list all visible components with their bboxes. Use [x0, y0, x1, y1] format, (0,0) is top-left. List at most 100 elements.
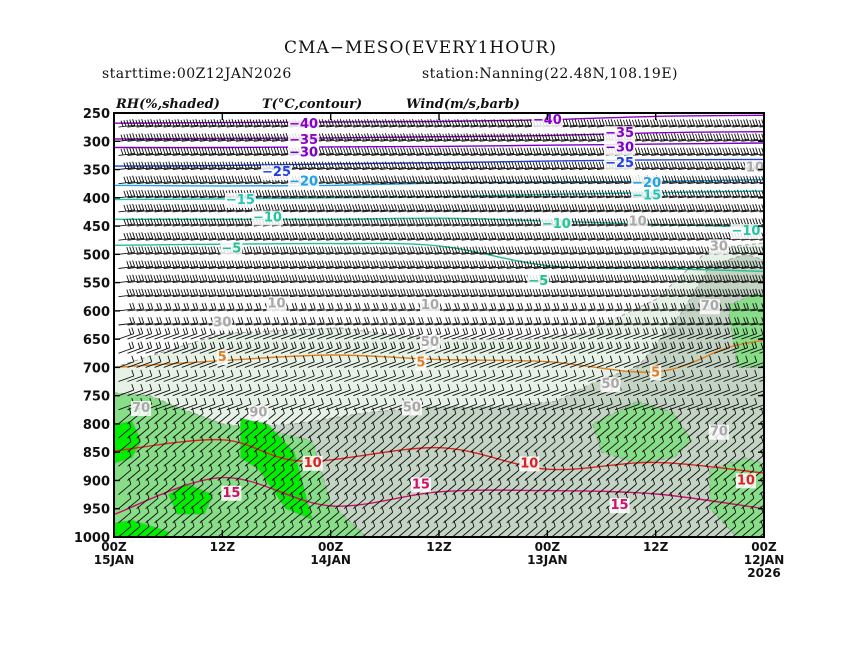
rh-label-10-3-bg: [744, 160, 766, 176]
temperature-label--10-2-bg: [730, 224, 762, 240]
rh-label-10-1: 10: [421, 298, 439, 313]
temperature-label-5-0-bg: [216, 350, 228, 366]
temperature-label--30-1-bg: [604, 140, 636, 156]
y-tick-label-550: 550: [83, 277, 110, 292]
temperature-label-5-1: 5: [416, 356, 425, 371]
rh-label-30-0: 30: [213, 316, 231, 331]
temperature-label--20-0: −20: [289, 174, 318, 189]
x-tick-label-4-1: 00Z: [535, 540, 561, 554]
x-tick-label-2-2: 14JAN: [310, 553, 351, 567]
rh-label-10-0-bg: [266, 296, 287, 312]
x-tick-label-4-2: 13JAN: [527, 553, 568, 567]
rh-label-50-2: 50: [601, 377, 619, 392]
legend-temperature: T(°C,contour): [262, 97, 362, 112]
wind-barb-row-875: [118, 449, 764, 467]
rh-label-70-2-bg: [708, 424, 729, 440]
y-tick-label-850: 850: [83, 446, 110, 461]
wind-barb-row-750: [118, 383, 764, 397]
temperature-label--30-0-bg: [288, 145, 320, 161]
temperature-label--25-0-bg: [261, 165, 292, 181]
temperature-label--35-1-bg: [604, 126, 636, 142]
wind-barb-row-425: [118, 203, 764, 213]
y-tick-label-450: 450: [83, 220, 110, 235]
y-tick-label-950: 950: [83, 503, 110, 518]
temperature-label--5-1: −5: [528, 274, 548, 289]
x-tick-label-6-2: 12JAN: [744, 553, 785, 567]
temperature-label-5-0: 5: [218, 350, 227, 365]
wind-barb-row-700: [118, 355, 764, 368]
rh-label-70-2: 70: [710, 425, 728, 440]
y-tick-label-350: 350: [83, 164, 110, 179]
rh-label-30-0-bg: [212, 315, 233, 331]
legend-wind: Wind(m/s,barb): [406, 97, 520, 112]
rh-label-50-1: 50: [403, 400, 421, 415]
x-tick-label-1-1: 12Z: [210, 540, 236, 554]
temperature-label-5-1-bg: [415, 355, 427, 371]
temperature-label-15-2-bg: [609, 498, 630, 514]
rh-label-30-1: 30: [710, 239, 728, 254]
wind-barb-row-500: [118, 246, 764, 255]
y-tick-label-650: 650: [83, 333, 110, 348]
chart-title: CMA−MESO(EVERY1HOUR): [284, 38, 557, 58]
rh-label-10-1-bg: [419, 298, 441, 314]
temperature-label-5-2-bg: [650, 365, 662, 381]
temperature-label-10-0-bg: [302, 455, 323, 471]
y-tick-label-900: 900: [83, 474, 110, 489]
wind-barb-row-575: [118, 288, 764, 298]
temperature-label-10-1: 10: [520, 456, 538, 471]
contour-label-layer: −40 −40−35 −35−30 −30−25−25−20 −20−15 −15−10−…: [131, 113, 766, 514]
temperature-contour--25: [114, 158, 764, 167]
temperature-label--35-1: −35: [605, 126, 634, 141]
rh-label-10-2: 10: [629, 214, 647, 229]
rh-label-50-0: 50: [421, 335, 439, 350]
temperature-label--30-1: −30: [605, 140, 634, 155]
y-tick-label-250: 250: [83, 107, 110, 122]
temperature-contour-15: [114, 476, 764, 516]
temperature-label--20-1: −20: [632, 176, 661, 191]
temperature-label-10-0: 10: [304, 456, 322, 471]
x-tick-label-3-1: 12Z: [426, 540, 452, 554]
temperature-label-15-0: 15: [222, 486, 240, 501]
rh-label-90-0-bg: [248, 405, 269, 421]
temperature-label--10-2: −10: [731, 224, 760, 239]
wind-barb-row-950: [118, 492, 764, 510]
wind-barb-row-325: [118, 147, 764, 156]
rh-label-70-1: 70: [132, 401, 150, 416]
temperature-contour--30: [114, 142, 764, 149]
temperature-label--10-0: −10: [253, 210, 282, 225]
wind-barb-row-725: [118, 369, 764, 382]
start-time-label: starttime:00Z12JAN2026: [102, 66, 292, 82]
wind-barb-row-900: [118, 463, 764, 481]
wind-barb-layer: [118, 113, 764, 537]
temperature-label-10-2: 10: [737, 473, 755, 488]
temperature-label--10-1: −10: [542, 217, 571, 232]
temperature-label-10-1-bg: [519, 456, 540, 472]
temperature-label--5-0: −5: [221, 242, 241, 257]
temperature-label--5-0-bg: [220, 241, 243, 257]
wind-barb-row-650: [118, 327, 764, 340]
y-tick-label-300: 300: [83, 135, 110, 150]
temperature-contour--35: [114, 131, 764, 140]
temperature-label-15-1: 15: [412, 477, 430, 492]
rh-label-10-3: 10: [746, 161, 764, 176]
rh-label-90-0: 90: [249, 405, 267, 420]
wind-barb-row-625: [118, 316, 764, 326]
wind-barb-row-300: [118, 133, 764, 142]
rh-label-30-1-bg: [708, 239, 729, 255]
temperature-label--40-1-bg: [531, 113, 563, 129]
x-tick-label-6-1: 00Z: [751, 540, 777, 554]
legend-rh: RH(%,shaded): [115, 97, 220, 112]
rh-label-50-0-bg: [419, 334, 441, 350]
y-tick-label-600: 600: [83, 305, 110, 320]
wind-barb-row-675: [118, 341, 764, 354]
temperature-label--10-0-bg: [251, 210, 283, 226]
wind-barb-row-800: [118, 407, 764, 425]
station-label: station:Nanning(22.48N,108.19E): [422, 66, 679, 82]
axes-layer: 2503003504004505005506006507007508008509…: [74, 107, 784, 580]
temperature-label--15-1-bg: [631, 188, 663, 204]
x-tick-label-0-1: 00Z: [101, 540, 127, 554]
wind-barb-row-550: [118, 274, 764, 284]
temperature-label--15-1: −15: [632, 188, 661, 203]
wind-barb-row-450: [118, 217, 764, 227]
